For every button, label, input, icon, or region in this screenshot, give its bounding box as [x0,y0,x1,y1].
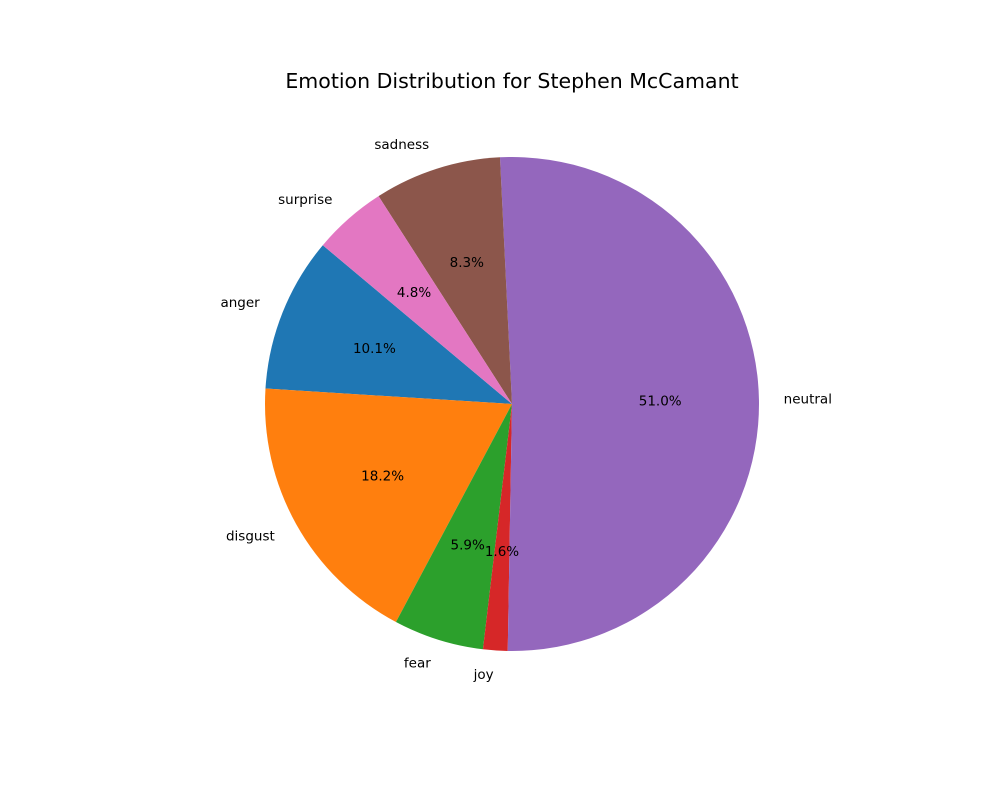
percent-label-fear: 5.9% [451,537,485,553]
pie-slice-fear [395,404,512,650]
slice-label-disgust: disgust [226,529,275,545]
slice-label-anger: anger [220,295,260,311]
percent-label-joy: 1.6% [485,544,519,560]
percent-label-sadness: 8.3% [450,255,484,271]
percent-label-disgust: 18.2% [361,468,404,484]
percent-label-surprise: 4.8% [397,285,431,301]
pie-slice-surprise [322,196,512,404]
slice-label-joy: joy [473,667,494,683]
pie-slice-joy [482,404,512,651]
slice-label-neutral: neutral [784,392,832,408]
pie-slice-disgust [265,388,512,623]
percent-label-anger: 10.1% [353,341,396,357]
percent-labels: 10.1% 18.2% 5.9% 1.6% 51.0% 8.3% 4.8% [353,255,682,560]
chart-title: Emotion Distribution for Stephen McCaman… [285,69,738,93]
slice-label-surprise: surprise [278,192,332,208]
slice-label-fear: fear [404,655,431,671]
slice-label-sadness: sadness [374,137,429,153]
slice-labels: anger disgust fear joy neutral sadness surpris… [220,137,832,683]
percent-label-neutral: 51.0% [639,394,682,410]
pie-slice-anger [265,245,512,404]
pie-slice-neutral [499,156,759,651]
pie-slices [265,156,759,651]
pie-slice-sadness [378,157,512,404]
